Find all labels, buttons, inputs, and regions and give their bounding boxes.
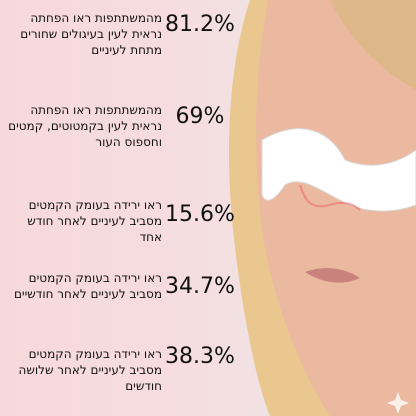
eye-device [261, 128, 416, 212]
stat-percent: 38.3% [165, 344, 235, 369]
hair-top [330, 0, 416, 90]
stat-percent: 69% [175, 104, 225, 129]
stat-description: מהמשתתפות ראו הפחתה נראית לעין בקמטוטים,… [8, 103, 162, 149]
sparkle [387, 392, 409, 414]
device-light [299, 184, 361, 211]
stat-description: ראו ירידה בעומק הקמטים מסביב לעיניים לאח… [13, 271, 162, 301]
stat-percent: 81.2% [165, 12, 235, 37]
stat-description: ראו ירידה בעומק הקמטים מסביב לעיניים לאח… [18, 347, 162, 393]
stat-percent: 15.6% [165, 202, 235, 227]
stat-percent: 34.7% [165, 274, 235, 299]
stat-description: מהמשתתפות ראו הפחתה נראית לעין בעיגולים … [20, 11, 162, 57]
stat-description: ראו ירידה בעומק הקמטים מסביב לעיניים לאח… [27, 198, 162, 244]
lips [305, 268, 360, 283]
face [256, 0, 416, 416]
